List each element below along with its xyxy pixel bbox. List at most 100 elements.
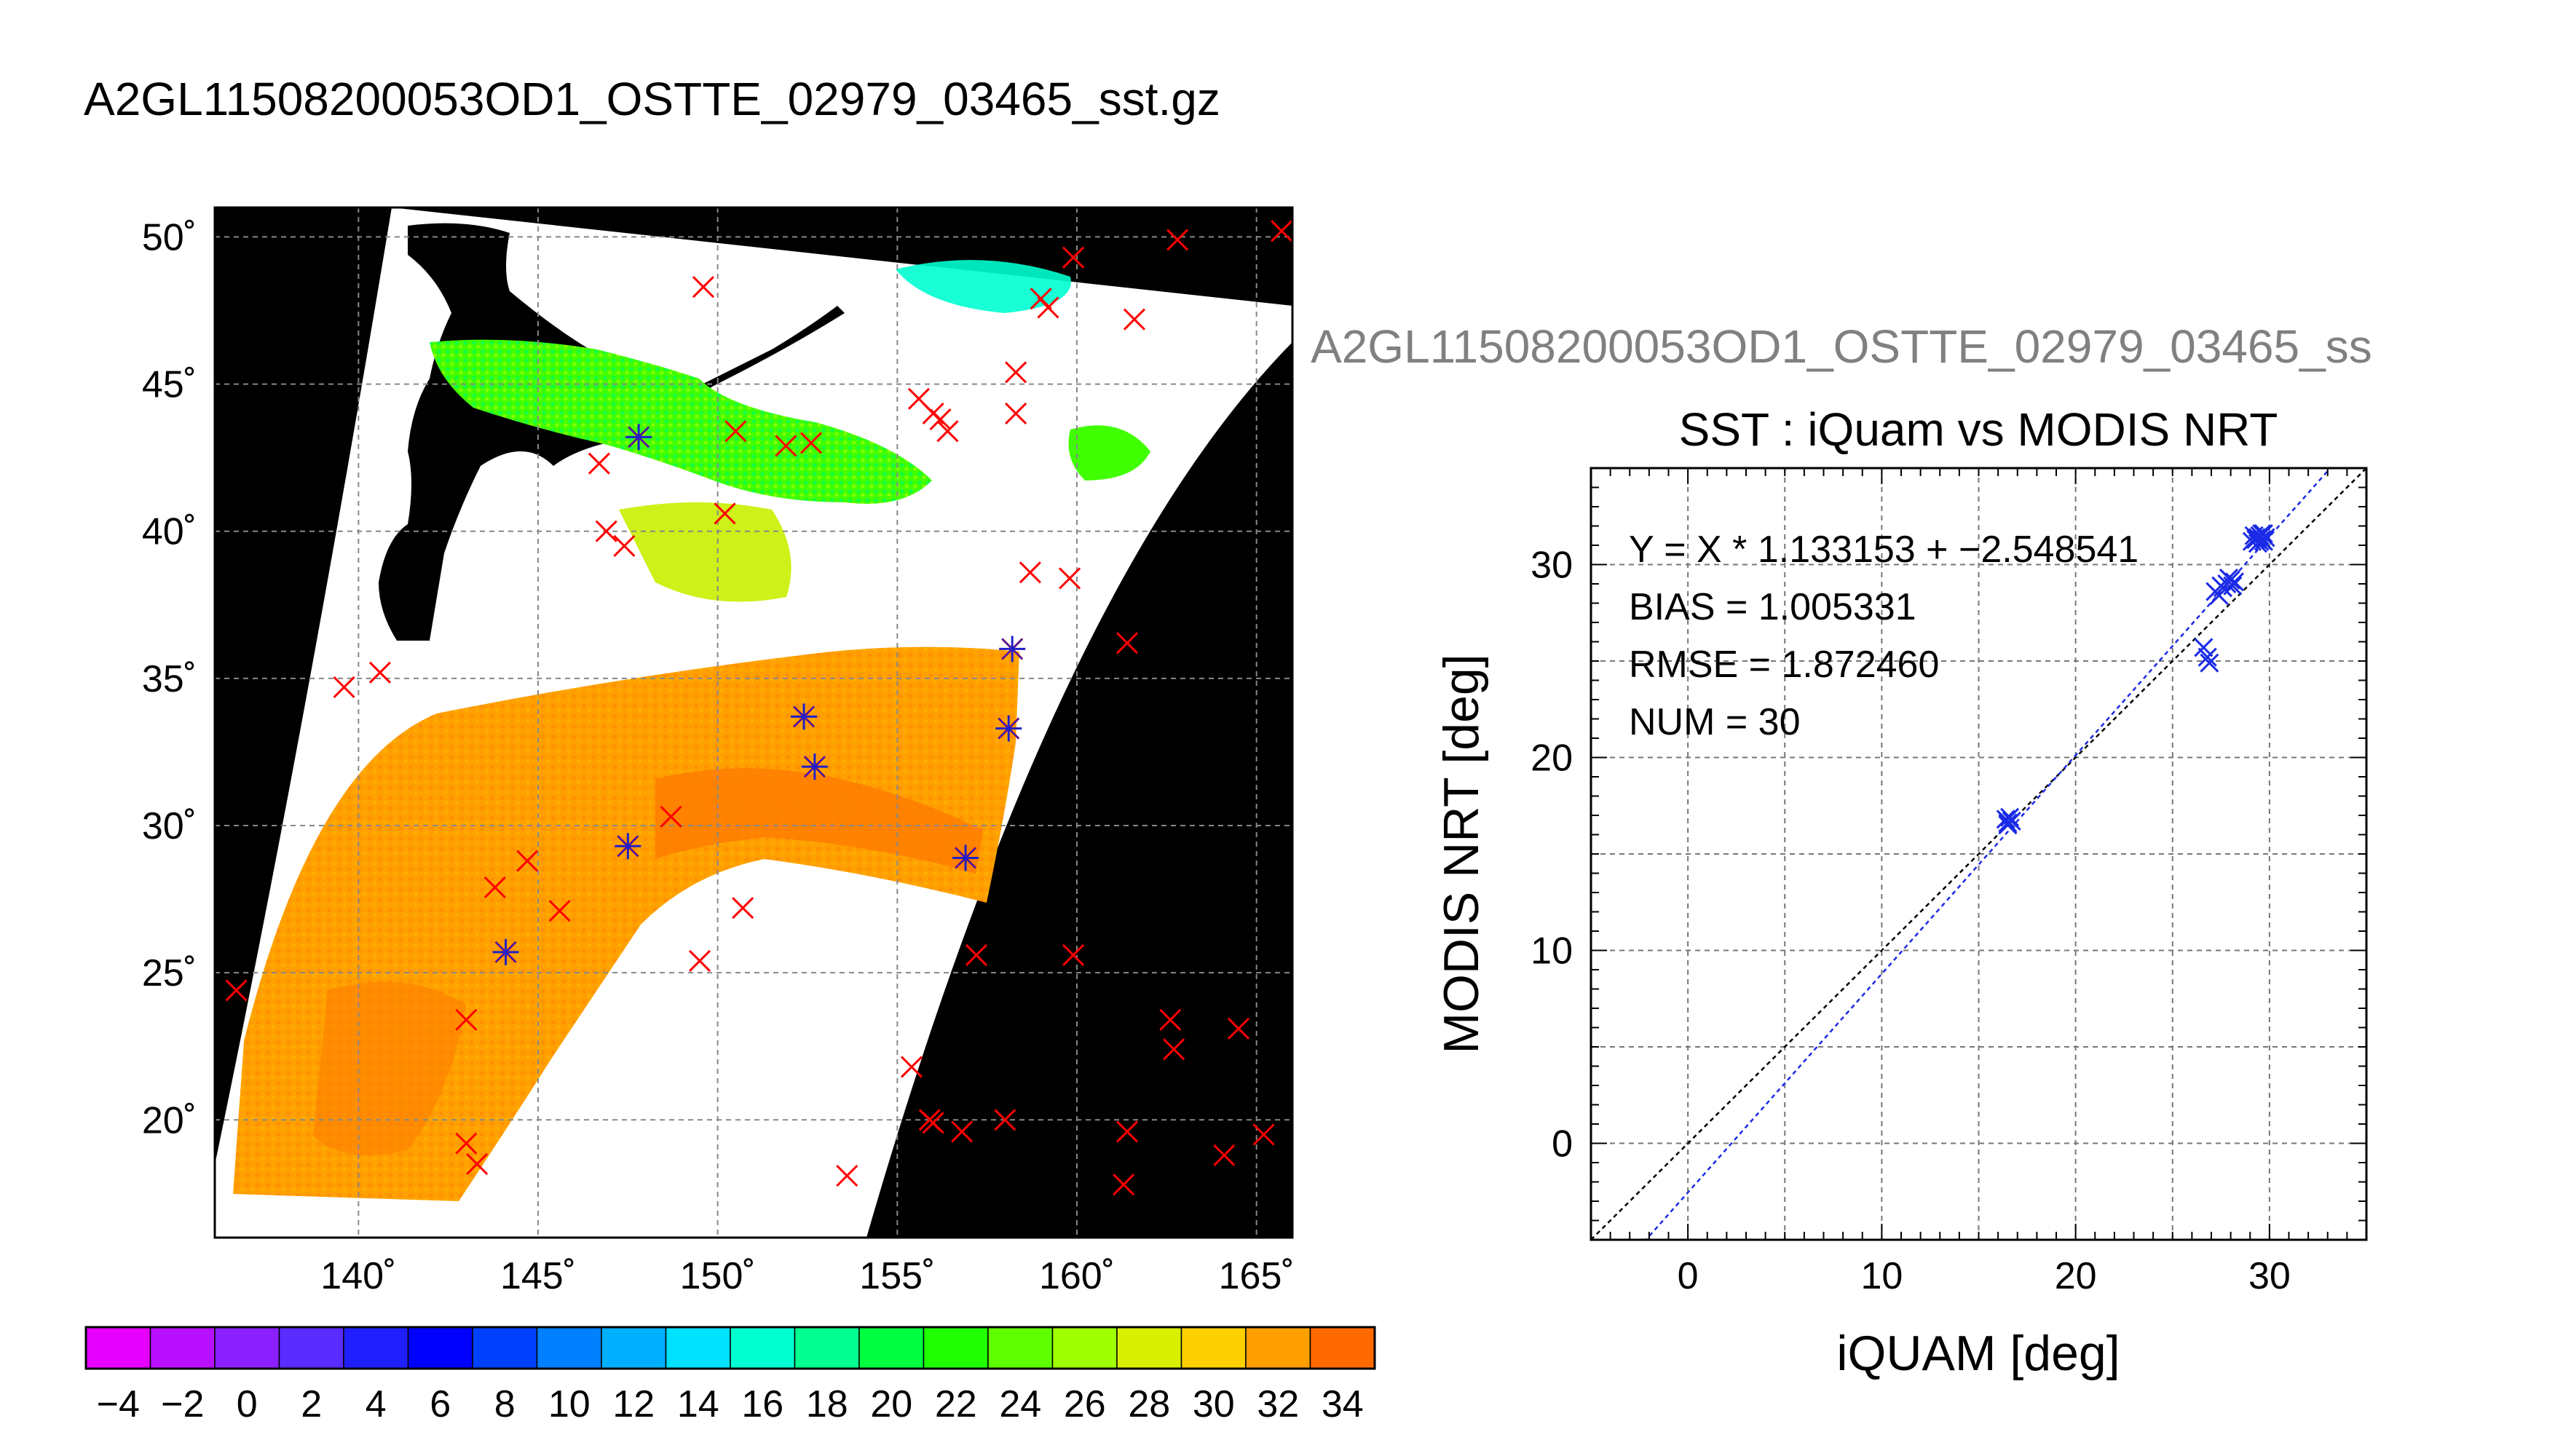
matchup-marker: [952, 844, 979, 871]
map-y-ticklabel: 45˚: [142, 364, 197, 406]
insitu-only-marker: [1159, 1008, 1182, 1031]
colorbar-ticklabel: 6: [430, 1383, 451, 1425]
scatter-x-ticklabel: 20: [2055, 1255, 2097, 1297]
scatter-x-ticklabel: 10: [1860, 1255, 1903, 1297]
insitu-only-marker: [965, 943, 987, 966]
insitu-only-marker: [1227, 1017, 1250, 1040]
insitu-only-marker: [901, 1056, 923, 1078]
colorbar-ticklabel: 10: [548, 1383, 591, 1425]
colorbar-ticklabel: 16: [741, 1383, 783, 1425]
insitu-only-marker: [368, 661, 391, 684]
map-x-ticklabel: 160˚: [1039, 1255, 1115, 1297]
colorbar-box: [665, 1326, 731, 1369]
colorbar-box: [343, 1326, 409, 1369]
scatter-y-ticklabel: 0: [1552, 1123, 1573, 1166]
insitu-only-marker: [1005, 361, 1027, 384]
map-x-ticklabels: 140˚ 145˚ 150˚ 155˚ 160˚ 165˚: [320, 1255, 1294, 1297]
sst-cool-north: [430, 339, 932, 504]
colorbar-ticklabel: 12: [612, 1383, 655, 1425]
colorbar-box: [1309, 1326, 1375, 1369]
insitu-only-marker: [1163, 1038, 1185, 1061]
sst-hot-south: [313, 981, 466, 1155]
map-y-ticklabel: 35˚: [142, 658, 197, 700]
colorbar-box: [1051, 1326, 1118, 1369]
scatter-x-ticklabel: 0: [1678, 1255, 1699, 1297]
insitu-only-markers: [225, 220, 1293, 1196]
insitu-only-marker: [1116, 1120, 1139, 1143]
scatter-x-axis-label: iQUAM [deg]: [1836, 1326, 2120, 1381]
scatter-y-ticklabels: 0 10 20 30: [1531, 545, 1573, 1166]
insitu-only-marker: [1166, 229, 1189, 251]
map-x-ticklabel: 140˚: [320, 1255, 396, 1297]
insitu-only-marker: [836, 1165, 858, 1187]
map-gridlines: [215, 207, 1292, 1238]
colorbar-ticklabel: 22: [935, 1383, 977, 1425]
map-x-ticklabel: 145˚: [500, 1255, 576, 1297]
map-frame: [213, 206, 1294, 1239]
matchup-marker: [801, 753, 828, 780]
insitu-only-marker: [1030, 288, 1052, 310]
colorbar-box: [1180, 1326, 1247, 1369]
insitu-only-marker: [951, 1120, 974, 1143]
insitu-only-marker: [483, 876, 506, 898]
scatter-y-ticklabel: 20: [1531, 737, 1573, 780]
insitu-only-marker: [1037, 296, 1059, 319]
insitu-only-marker: [333, 676, 355, 699]
insitu-only-marker: [660, 805, 682, 828]
scatter-point: [2246, 529, 2266, 550]
scatter-title: SST : iQuam vs MODIS NRT: [1679, 403, 2278, 456]
insitu-only-marker: [1252, 1123, 1275, 1146]
matchup-marker: [999, 636, 1026, 662]
insitu-only-marker: [588, 452, 610, 475]
insitu-only-marker: [1059, 567, 1081, 590]
map-y-ticklabel: 40˚: [142, 511, 197, 553]
insitu-only-marker: [929, 408, 952, 431]
colorbar-ticklabel: 34: [1322, 1383, 1364, 1425]
insitu-only-marker: [1271, 220, 1293, 242]
colorbar-box: [85, 1326, 151, 1369]
insitu-only-marker: [922, 1112, 944, 1134]
insitu-only-marker: [714, 502, 736, 525]
colorbar-frame: [84, 1326, 1376, 1370]
colorbar-box: [923, 1326, 989, 1369]
colorbar-box: [472, 1326, 538, 1369]
colorbar-box: [794, 1326, 860, 1369]
scatter-point: [2197, 647, 2217, 667]
colorbar-box: [858, 1326, 925, 1369]
scatter-panel: 0 10 20 30 0 10 20 30 Y = X * 1.133153 + −2.54…: [1434, 467, 2368, 1381]
colorbar-ticklabel: 4: [366, 1383, 387, 1425]
main-title: A2GL11508200053OD1_OSTTE_02979_03465_sst…: [84, 73, 1220, 125]
stat-fit-equation: Y = X * 1.133153 + −2.548541: [1629, 529, 2139, 571]
colorbar-box: [278, 1326, 344, 1369]
scatter-points: [1996, 524, 2275, 835]
colorbar-box: [1245, 1326, 1311, 1369]
map-x-ticklabel: 165˚: [1219, 1255, 1295, 1297]
insitu-only-marker: [548, 900, 571, 922]
insitu-only-marker: [1213, 1144, 1236, 1166]
insitu-only-marker: [1005, 402, 1027, 425]
scatter-point: [1996, 810, 2015, 829]
colorbar-ticklabel: 8: [494, 1383, 516, 1425]
scatter-y-axis-label: MODIS NRT [deg]: [1434, 654, 1489, 1053]
scatter-point: [2000, 807, 2020, 827]
insitu-only-marker: [1062, 943, 1085, 966]
land-japan: [379, 223, 655, 641]
stat-rmse: RMSE = 1.872460: [1629, 644, 1939, 686]
scatter-minor-ticks: [1590, 467, 2367, 1241]
stat-bias: BIAS = 1.005331: [1629, 586, 1916, 628]
insitu-only-marker: [455, 1132, 478, 1155]
colorbar-ticklabel: −2: [161, 1383, 204, 1425]
map-y-ticklabel: 30˚: [142, 805, 197, 847]
map-x-ticklabel: 155˚: [859, 1255, 935, 1297]
insitu-only-marker: [1113, 1174, 1135, 1196]
matchup-marker: [791, 703, 818, 730]
colorbar-ticklabel: 18: [806, 1383, 848, 1425]
colorbar-box: [536, 1326, 602, 1369]
scatter-point: [2224, 572, 2245, 592]
colorbar-ticklabel: 28: [1128, 1383, 1170, 1425]
one-to-one-line: [1591, 468, 2366, 1240]
scatter-gridlines: [1591, 468, 2366, 1240]
colorbar-ticklabel: 24: [999, 1383, 1041, 1425]
sst-hot-streak: [655, 768, 983, 874]
